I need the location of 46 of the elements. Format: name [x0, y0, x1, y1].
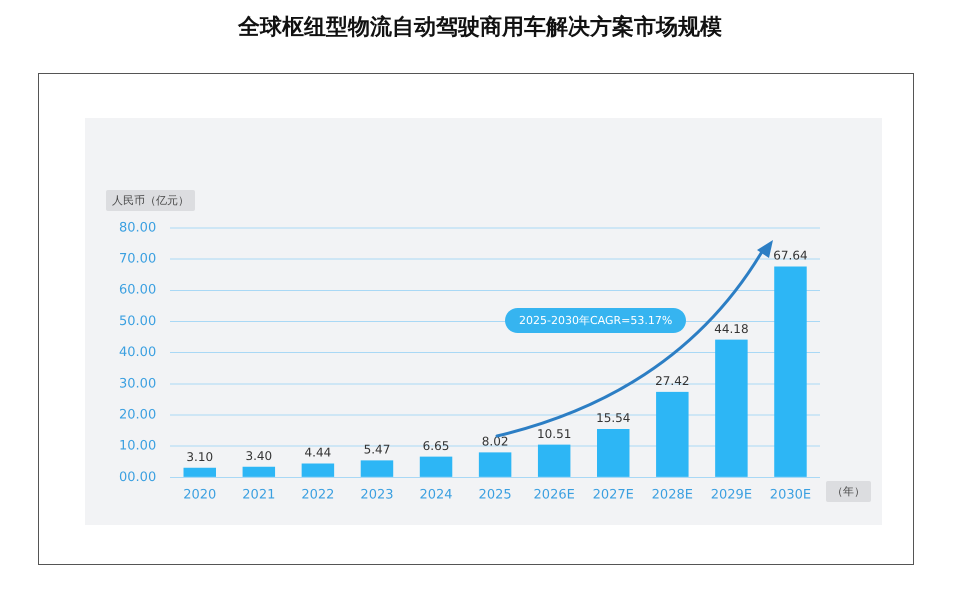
x-tick-label: 2021 — [242, 488, 276, 503]
x-axis-title: （年） — [826, 481, 871, 502]
bar — [242, 466, 276, 477]
x-tick-label: 2027E — [592, 488, 634, 503]
data-label: 5.47 — [364, 442, 390, 456]
bar — [302, 464, 334, 477]
data-label: 8.02 — [482, 434, 508, 449]
y-axis-title: 人民币（亿元） — [106, 190, 195, 211]
x-tick-label: 2022 — [301, 488, 334, 503]
data-label: 15.54 — [596, 411, 630, 426]
y-tick-label: 10.00 — [119, 438, 156, 454]
y-tick-label: 70.00 — [119, 252, 156, 267]
chart-title: 全球枢纽型物流自动驾驶商用车解决方案市场规模 — [236, 14, 723, 42]
x-tick-label: 2026E — [534, 488, 575, 503]
data-label: 10.51 — [537, 426, 572, 441]
x-tick-label: 2023 — [360, 488, 394, 503]
data-label: 6.65 — [422, 438, 450, 453]
data-label: 27.42 — [655, 374, 690, 388]
bar — [360, 460, 394, 477]
y-tick-label: 50.00 — [119, 314, 156, 329]
x-tick-label: 2020 — [183, 488, 216, 503]
y-tick-label: 00.00 — [119, 470, 156, 485]
y-tick-label: 80.00 — [119, 220, 156, 236]
bar — [538, 444, 570, 477]
data-label: 3.40 — [245, 448, 272, 463]
bar — [774, 266, 807, 477]
data-label: 4.44 — [304, 446, 332, 460]
bar — [715, 340, 748, 477]
x-tick-label: 2024 — [419, 488, 453, 503]
annotation: 2025-2030年CAGR=53.17% — [505, 308, 686, 333]
y-tick-label: 20.00 — [119, 407, 156, 422]
x-tick-label: 2029E — [710, 488, 752, 503]
bar — [597, 428, 630, 477]
x-tick-label: 2025 — [478, 488, 512, 503]
x-tick-label: 2028E — [652, 488, 693, 503]
bar — [420, 456, 452, 477]
y-tick-label: 60.00 — [119, 282, 156, 298]
data-label: 44.18 — [714, 322, 749, 336]
data-label: 3.10 — [186, 450, 214, 464]
bar — [656, 392, 689, 477]
y-tick-label: 30.00 — [119, 376, 156, 392]
data-label: 67.64 — [773, 248, 808, 263]
bar — [478, 452, 512, 477]
bar — [184, 468, 216, 477]
x-tick-label: 2030E — [770, 488, 812, 503]
y-tick-label: 40.00 — [119, 345, 156, 360]
